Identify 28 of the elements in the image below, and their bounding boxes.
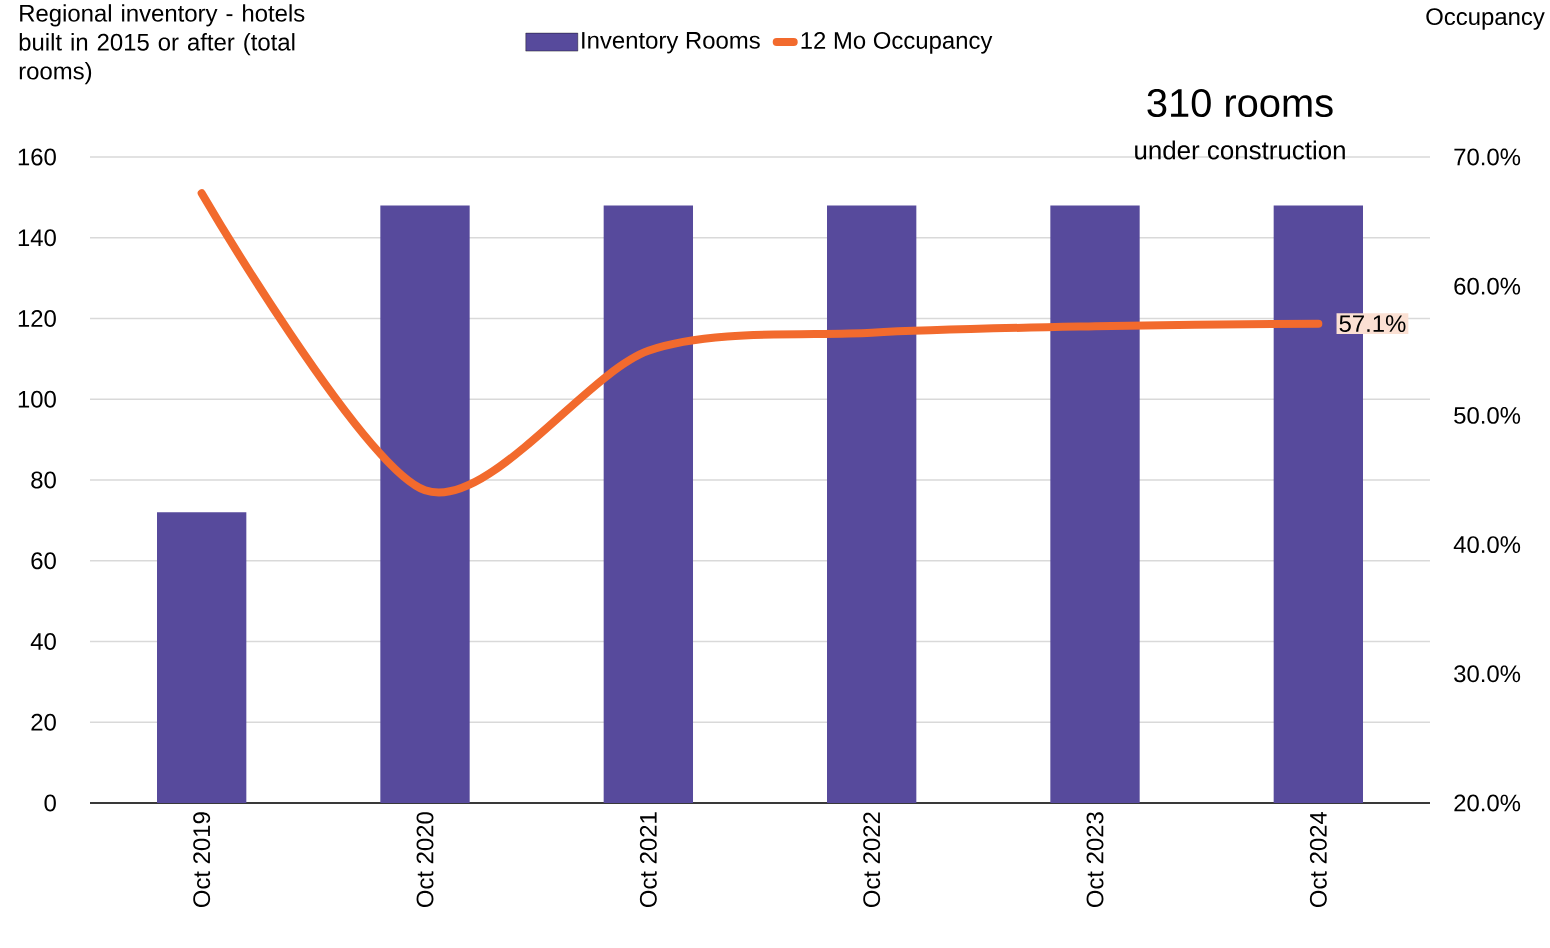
y2-tick-label: 20.0%	[1454, 794, 1521, 812]
y2-tick-label: 60.0%	[1454, 277, 1521, 295]
x-tick-label: Oct 2024	[1309, 811, 1327, 908]
x-tick-label: Oct 2023	[1086, 812, 1104, 908]
y-tick-label: 20	[31, 713, 56, 731]
legend-label: Inventory Rooms	[582, 32, 760, 54]
y-tick-label: 120	[18, 310, 56, 327]
data-label: 57.1%	[1339, 315, 1406, 333]
y-axis-title: Regional inventory - hotels built in 2015 or after (total rooms)	[19, 4, 305, 85]
y-tick-label: 160	[18, 148, 56, 166]
text: 310 rooms	[1147, 88, 1333, 118]
y-tick-label: 80	[31, 471, 56, 489]
x-tick-label: Oct 2020	[416, 812, 434, 908]
y2-axis-title: Occupancy	[1426, 8, 1545, 30]
y-tick-label: 100	[18, 390, 56, 408]
legend-label: 12 Mo Occupancy	[801, 31, 993, 54]
y2-tick-label: 50.0%	[1454, 406, 1521, 424]
x-tick-label: Oct 2019	[193, 812, 211, 908]
y-tick-label: 60	[31, 552, 56, 570]
y-tick-label: 40	[30, 633, 56, 650]
x-tick-label: Oct 2022	[863, 812, 881, 908]
y-tick-label: 0	[44, 794, 56, 812]
y2-tick-label: 40.0%	[1453, 536, 1521, 554]
y2-tick-label: 30.0%	[1454, 665, 1521, 683]
annotation: under construction	[1135, 140, 1345, 160]
y-tick-label: 140	[18, 229, 56, 247]
y2-tick-label: 70.0%	[1454, 148, 1521, 166]
x-tick-label: Oct 2021	[639, 812, 657, 908]
